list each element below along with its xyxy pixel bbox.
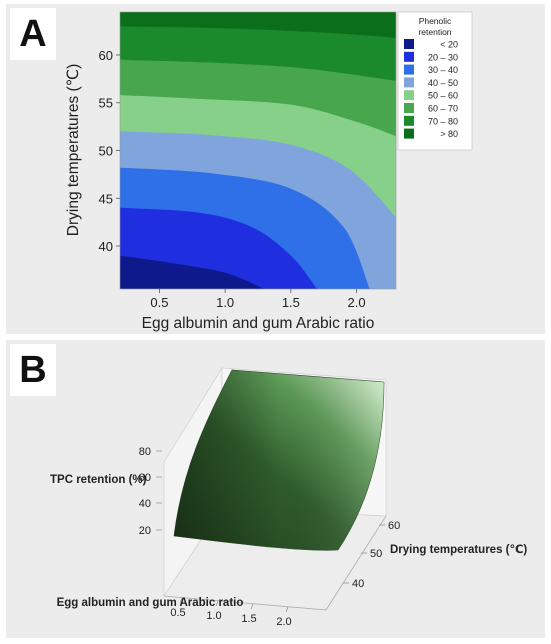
z-tick-label: 40 (139, 498, 151, 510)
z-tick-label: 20 (139, 525, 151, 537)
y-axis-label: Drying temperatures (℃) (65, 64, 82, 236)
x-tick-label: 1.0 (216, 295, 234, 310)
x-tick-label: 0.5 (150, 295, 168, 310)
surface-chart: 20 40 60 80 0.5 1.0 1.5 2.0 40 50 60 TPC retention… (50, 366, 527, 628)
z-axis-label: TPC retention (%) (50, 474, 147, 486)
response-surface-shade (174, 370, 384, 551)
legend-entry: 70 – 80 (428, 116, 458, 126)
x-tick-label-b: 0.5 (170, 607, 185, 619)
legend-entry: 20 – 30 (428, 52, 458, 62)
y-tick-label: 50 (99, 144, 113, 159)
x-tick-b (179, 597, 183, 604)
front-edge-x (163, 595, 327, 611)
contour-chart: 0.5 1.0 1.5 2.0 40 45 50 55 60 Egg albumin and g… (65, 11, 473, 332)
x-axis-label-b: Egg albumin and gum Arabic ratio (57, 597, 244, 609)
x-tick-label-b: 1.5 (241, 613, 256, 625)
contour-regions (120, 12, 396, 289)
legend-swatch (404, 90, 414, 101)
x-tick-b (285, 606, 289, 613)
x-tick-label-b: 2.0 (276, 616, 291, 628)
y-tick-label: 45 (99, 191, 113, 206)
surface-axes: 20 40 60 80 0.5 1.0 1.5 2.0 40 50 60 (139, 446, 401, 628)
panel-a: A 0.5 1.0 1.5 2.0 40 45 50 55 60 Egg albumin and… (6, 4, 545, 334)
panel-b-label: B (10, 344, 56, 396)
legend-title-line2: retention (418, 27, 451, 37)
x-tick-b (215, 600, 219, 607)
legend-swatch (404, 128, 414, 139)
contour-band-80 (120, 12, 396, 38)
legend-swatch (404, 115, 414, 126)
y-tick-label-b: 50 (370, 548, 382, 560)
y-tick-label: 55 (99, 96, 113, 111)
legend-swatch (404, 39, 414, 49)
x-axis-label: Egg albumin and gum Arabic ratio (142, 315, 375, 332)
legend-entry: 60 – 70 (428, 104, 458, 114)
legend-swatch (404, 103, 414, 113)
legend: Phenolic retention < 20 20 – 30 30 – 40 40 … (397, 11, 473, 151)
y-axis-label-b: Drying temperatures (℃) (390, 544, 527, 556)
legend-swatch (404, 64, 414, 75)
x-tick-label-b: 1.0 (206, 610, 221, 622)
x-tick-label: 2.0 (348, 295, 366, 310)
x-tick-label: 1.5 (282, 295, 300, 310)
legend-entry: < 20 (440, 40, 458, 50)
panel-b: B 20 40 60 80 0.5 1.0 1.5 2.0 40 50 60 TPC reten (6, 340, 545, 638)
y-tick-label: 60 (99, 48, 113, 63)
legend-entry: 40 – 50 (428, 78, 458, 88)
front-edge-y (325, 515, 387, 611)
y-tick-label: 40 (99, 239, 113, 254)
y-tick-label-b: 40 (352, 578, 364, 590)
y-tick-label-b: 60 (388, 520, 400, 532)
z-tick-label: 80 (139, 446, 151, 458)
legend-entry: 30 – 40 (428, 65, 458, 75)
legend-swatch (404, 77, 414, 88)
z-tick-label: 60 (139, 472, 151, 484)
axes: 0.5 1.0 1.5 2.0 40 45 50 55 60 (99, 48, 366, 310)
legend-entry: 50 – 60 (428, 91, 458, 101)
legend-title: Phenolic (419, 16, 452, 26)
legend-swatch (404, 51, 414, 62)
legend-entry: > 80 (440, 129, 458, 139)
x-tick-b (250, 603, 254, 610)
panel-a-label: A (10, 8, 56, 60)
